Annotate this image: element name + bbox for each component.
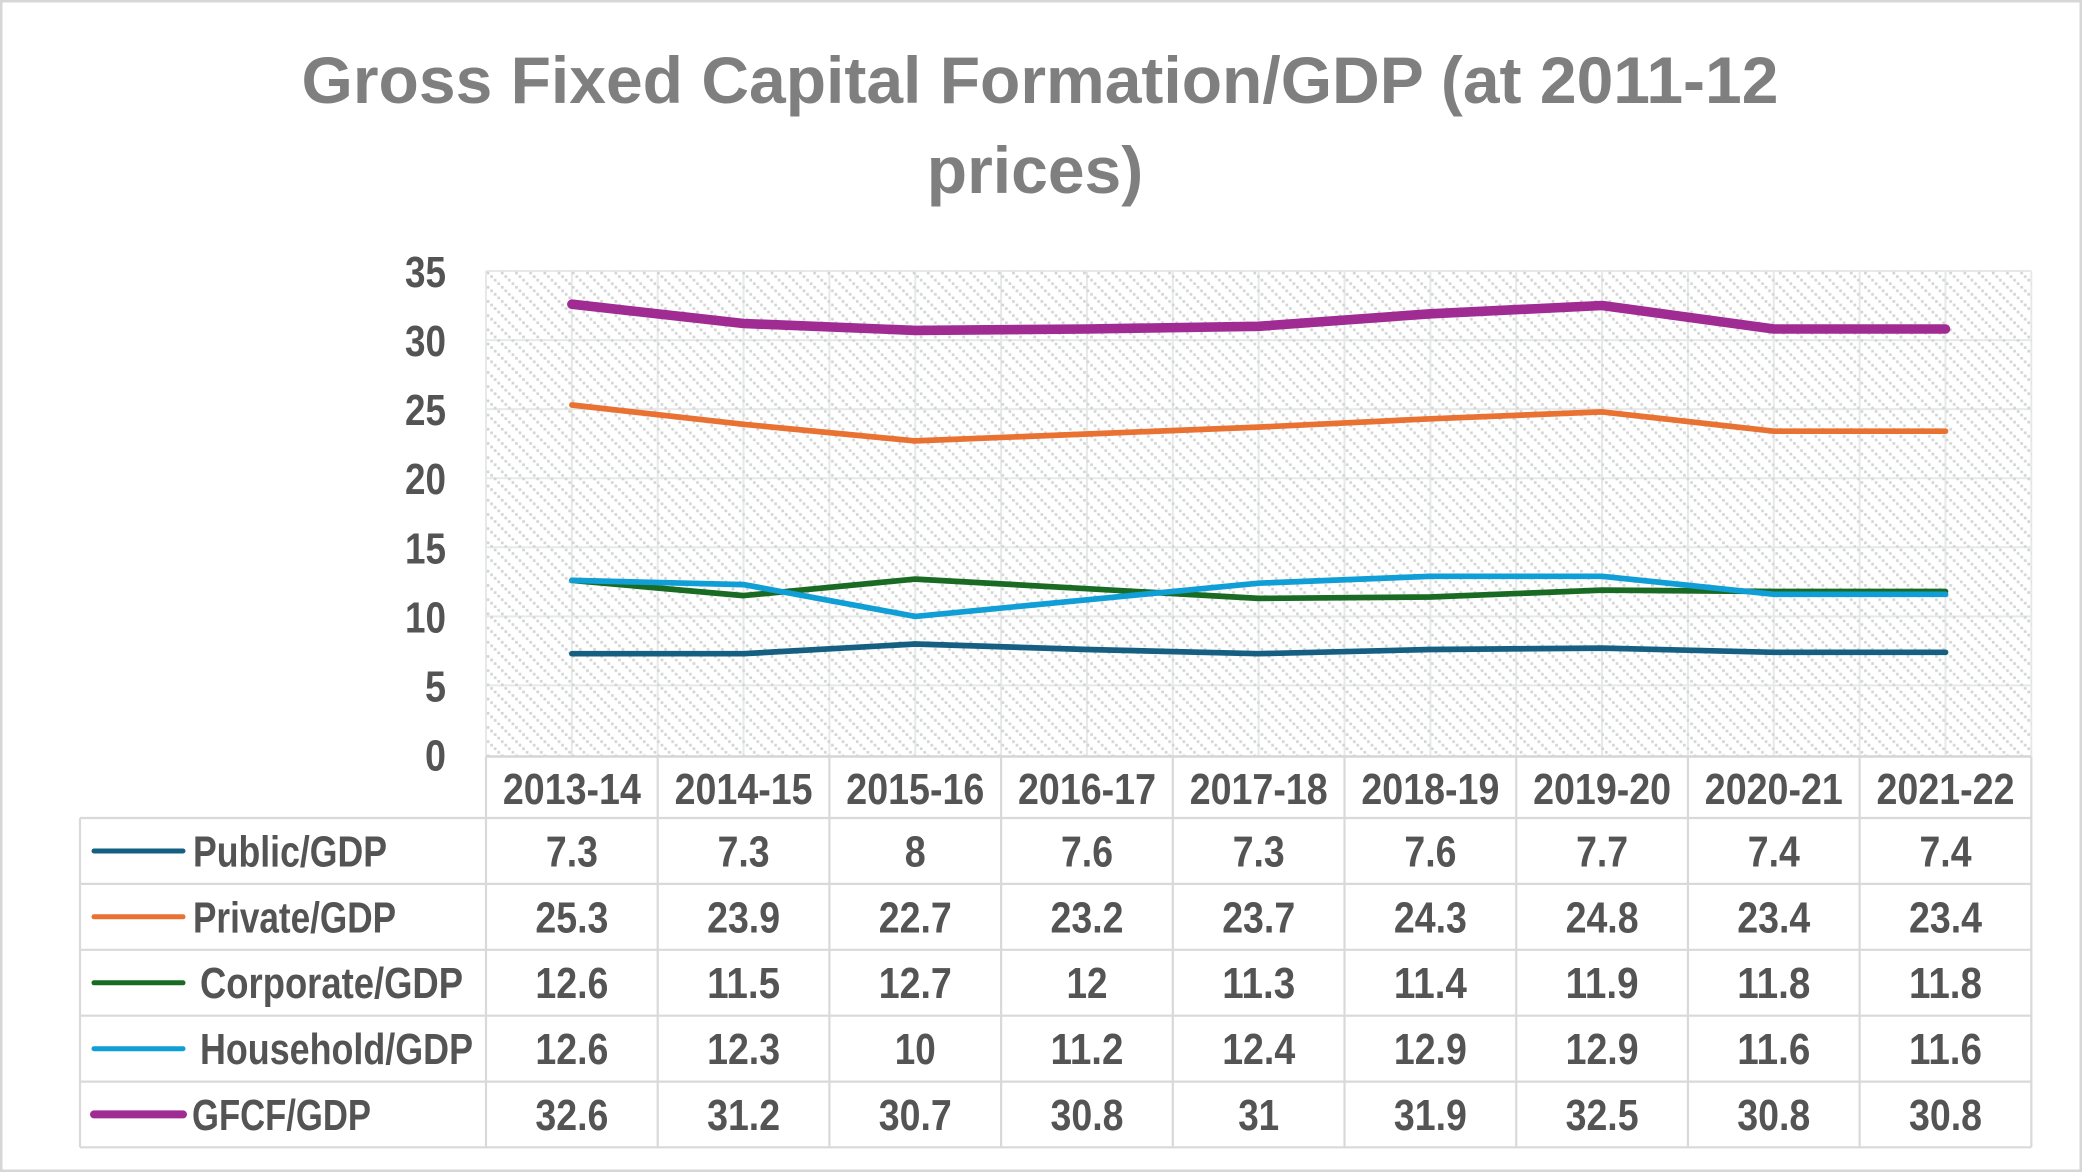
svg-text:8: 8 [905, 828, 926, 877]
svg-text:30.8: 30.8 [1737, 1091, 1810, 1140]
svg-text:10: 10 [895, 1025, 936, 1074]
svg-text:2019-20: 2019-20 [1533, 765, 1671, 814]
svg-text:11.6: 11.6 [1737, 1025, 1810, 1074]
svg-text:7.4: 7.4 [1920, 828, 1972, 877]
svg-text:2021-22: 2021-22 [1877, 765, 2015, 814]
svg-text:11.2: 11.2 [1051, 1025, 1124, 1074]
svg-text:12.9: 12.9 [1566, 1025, 1639, 1074]
svg-text:2014-15: 2014-15 [675, 765, 813, 814]
svg-text:25: 25 [405, 386, 446, 435]
svg-text:31: 31 [1238, 1091, 1279, 1140]
svg-text:7.7: 7.7 [1576, 828, 1628, 877]
svg-text:23.4: 23.4 [1909, 893, 1982, 942]
svg-text:11.4: 11.4 [1394, 959, 1467, 1008]
svg-text:32.5: 32.5 [1566, 1091, 1639, 1140]
svg-text:7.6: 7.6 [1404, 828, 1456, 877]
svg-text:2018-19: 2018-19 [1361, 765, 1499, 814]
svg-text:2015-16: 2015-16 [846, 765, 984, 814]
svg-text:20: 20 [405, 455, 446, 504]
svg-text:11.3: 11.3 [1222, 959, 1295, 1008]
svg-text:12.9: 12.9 [1394, 1025, 1467, 1074]
svg-text:7.6: 7.6 [1061, 828, 1113, 877]
svg-text:31.9: 31.9 [1394, 1091, 1467, 1140]
svg-text:30.8: 30.8 [1909, 1091, 1982, 1140]
svg-text:11.8: 11.8 [1737, 959, 1810, 1008]
svg-text:7.4: 7.4 [1748, 828, 1800, 877]
svg-text:30.8: 30.8 [1051, 1091, 1124, 1140]
svg-text:15: 15 [405, 524, 446, 573]
svg-text:Household/GDP: Household/GDP [200, 1025, 473, 1074]
svg-text:35: 35 [405, 248, 446, 297]
svg-text:Public/GDP: Public/GDP [193, 828, 387, 877]
svg-text:22.7: 22.7 [879, 893, 952, 942]
svg-text:12.4: 12.4 [1222, 1025, 1295, 1074]
svg-text:23.7: 23.7 [1222, 893, 1295, 942]
svg-text:24.3: 24.3 [1394, 893, 1467, 942]
svg-text:Corporate/GDP: Corporate/GDP [200, 959, 463, 1008]
svg-text:12.6: 12.6 [535, 959, 608, 1008]
svg-text:23.9: 23.9 [707, 893, 780, 942]
svg-text:30: 30 [405, 317, 446, 366]
svg-text:2016-17: 2016-17 [1018, 765, 1156, 814]
svg-text:0: 0 [425, 732, 446, 781]
svg-text:23.4: 23.4 [1737, 893, 1810, 942]
svg-text:prices): prices) [927, 133, 1143, 207]
svg-text:GFCF/GDP: GFCF/GDP [192, 1091, 371, 1140]
svg-text:12.7: 12.7 [879, 959, 952, 1008]
svg-text:Private/GDP: Private/GDP [193, 893, 396, 942]
svg-text:11.6: 11.6 [1909, 1025, 1982, 1074]
svg-text:11.9: 11.9 [1566, 959, 1639, 1008]
svg-text:23.2: 23.2 [1051, 893, 1124, 942]
svg-text:Gross Fixed Capital Formation/: Gross Fixed Capital Formation/GDP (at 20… [302, 43, 1779, 117]
svg-text:12.6: 12.6 [535, 1025, 608, 1074]
svg-text:10: 10 [405, 593, 446, 642]
svg-text:32.6: 32.6 [535, 1091, 608, 1140]
svg-text:25.3: 25.3 [535, 893, 608, 942]
svg-text:24.8: 24.8 [1566, 893, 1639, 942]
svg-text:12: 12 [1067, 959, 1108, 1008]
svg-text:11.5: 11.5 [707, 959, 780, 1008]
svg-text:12.3: 12.3 [707, 1025, 780, 1074]
svg-text:5: 5 [425, 662, 446, 711]
svg-text:31.2: 31.2 [707, 1091, 780, 1140]
svg-text:2017-18: 2017-18 [1190, 765, 1328, 814]
svg-text:11.8: 11.8 [1909, 959, 1982, 1008]
svg-text:30.7: 30.7 [879, 1091, 952, 1140]
svg-text:7.3: 7.3 [546, 828, 598, 877]
svg-text:2013-14: 2013-14 [503, 765, 641, 814]
svg-text:7.3: 7.3 [718, 828, 770, 877]
svg-text:2020-21: 2020-21 [1705, 765, 1843, 814]
svg-text:7.3: 7.3 [1233, 828, 1285, 877]
